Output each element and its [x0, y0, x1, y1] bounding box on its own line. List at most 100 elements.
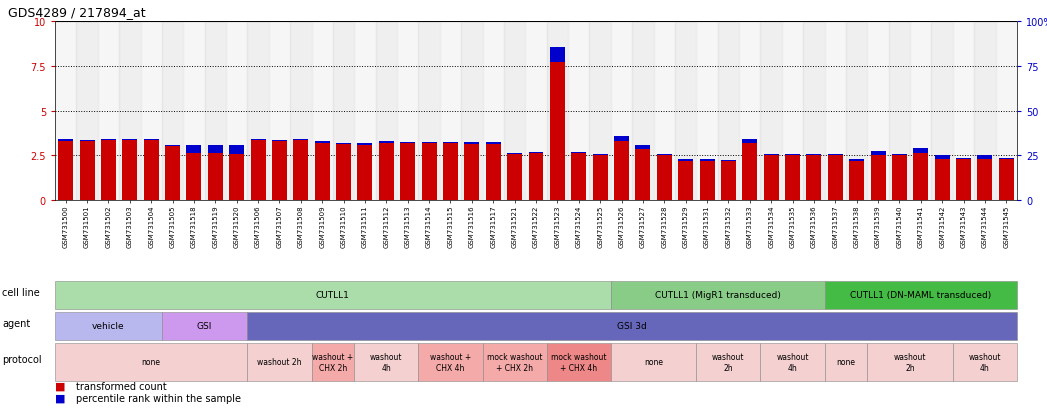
Text: CUTLL1: CUTLL1	[316, 291, 350, 300]
Text: ■: ■	[55, 380, 66, 390]
Bar	[229, 145, 244, 155]
Bar	[140, 22, 162, 201]
Bar	[593, 154, 607, 156]
Bar	[742, 140, 757, 143]
Bar	[935, 156, 950, 159]
Text: ■: ■	[55, 393, 66, 403]
Bar	[315, 142, 330, 143]
Bar	[763, 154, 779, 156]
Bar	[293, 141, 308, 201]
Text: GDS4289 / 217894_at: GDS4289 / 217894_at	[8, 7, 146, 19]
Bar	[336, 144, 351, 201]
Bar	[354, 22, 376, 201]
Text: washout +
CHX 2h: washout + CHX 2h	[312, 352, 354, 372]
Bar	[465, 143, 480, 144]
Bar	[739, 22, 760, 201]
Bar	[229, 155, 244, 201]
Bar	[290, 22, 312, 201]
Bar	[293, 140, 308, 141]
Bar	[828, 156, 843, 201]
Bar	[250, 140, 266, 141]
Bar	[803, 22, 825, 201]
Bar	[183, 22, 204, 201]
Bar	[653, 22, 675, 201]
Bar	[828, 155, 843, 156]
Bar	[632, 22, 653, 201]
Text: GSI 3d: GSI 3d	[618, 322, 647, 331]
Bar	[913, 153, 929, 201]
Bar	[550, 63, 565, 201]
Text: cell line: cell line	[2, 287, 40, 297]
Bar	[956, 159, 971, 201]
Bar	[357, 144, 373, 145]
Text: washout
2h: washout 2h	[712, 352, 744, 372]
Bar	[849, 160, 864, 161]
Bar	[569, 22, 589, 201]
Bar	[119, 22, 140, 201]
Bar	[486, 143, 500, 144]
Bar	[721, 160, 736, 161]
Bar	[165, 146, 180, 147]
Bar	[526, 22, 547, 201]
Bar	[610, 22, 632, 201]
Bar	[422, 143, 437, 201]
Bar	[186, 154, 201, 201]
Bar	[422, 142, 437, 143]
Bar	[486, 144, 500, 201]
Text: none: none	[644, 358, 663, 367]
Bar	[204, 22, 226, 201]
Bar	[675, 22, 696, 201]
Text: GSI: GSI	[197, 322, 213, 331]
Bar	[529, 153, 543, 154]
Text: CUTLL1 (DN-MAML transduced): CUTLL1 (DN-MAML transduced)	[850, 291, 992, 300]
Text: agent: agent	[2, 318, 30, 328]
Text: vehicle: vehicle	[92, 322, 125, 331]
Bar	[636, 145, 650, 150]
Bar	[272, 140, 287, 142]
Bar	[892, 156, 907, 201]
Bar	[589, 22, 610, 201]
Bar	[678, 161, 693, 201]
Bar	[825, 22, 846, 201]
Bar	[806, 155, 822, 156]
Text: transformed count: transformed count	[76, 381, 166, 391]
Bar	[889, 22, 910, 201]
Bar	[572, 153, 586, 154]
Bar	[699, 160, 714, 161]
Bar	[550, 48, 565, 63]
Bar	[782, 22, 803, 201]
Bar	[996, 22, 1017, 201]
Bar	[910, 22, 932, 201]
Bar	[397, 22, 419, 201]
Bar	[143, 141, 159, 201]
Bar	[849, 161, 864, 201]
Bar	[699, 161, 714, 201]
Bar	[978, 156, 993, 159]
Bar	[97, 22, 119, 201]
Bar	[165, 147, 180, 201]
Bar	[656, 156, 672, 201]
Text: CUTLL1 (MigR1 transduced): CUTLL1 (MigR1 transduced)	[654, 291, 781, 300]
Text: washout 2h: washout 2h	[258, 358, 302, 367]
Bar	[101, 140, 116, 141]
Bar	[443, 142, 458, 143]
Bar	[59, 142, 73, 201]
Bar	[529, 154, 543, 201]
Bar	[867, 22, 889, 201]
Bar	[55, 22, 76, 201]
Bar	[336, 143, 351, 144]
Bar	[59, 140, 73, 142]
Bar	[593, 156, 607, 201]
Text: mock washout
+ CHX 2h: mock washout + CHX 2h	[487, 352, 542, 372]
Bar	[419, 22, 440, 201]
Bar	[785, 156, 800, 201]
Bar	[614, 142, 629, 201]
Bar	[760, 22, 782, 201]
Text: none: none	[837, 358, 855, 367]
Bar	[507, 154, 522, 155]
Bar	[440, 22, 461, 201]
Bar	[400, 142, 416, 143]
Bar	[678, 160, 693, 161]
Bar	[226, 22, 247, 201]
Bar	[143, 139, 159, 141]
